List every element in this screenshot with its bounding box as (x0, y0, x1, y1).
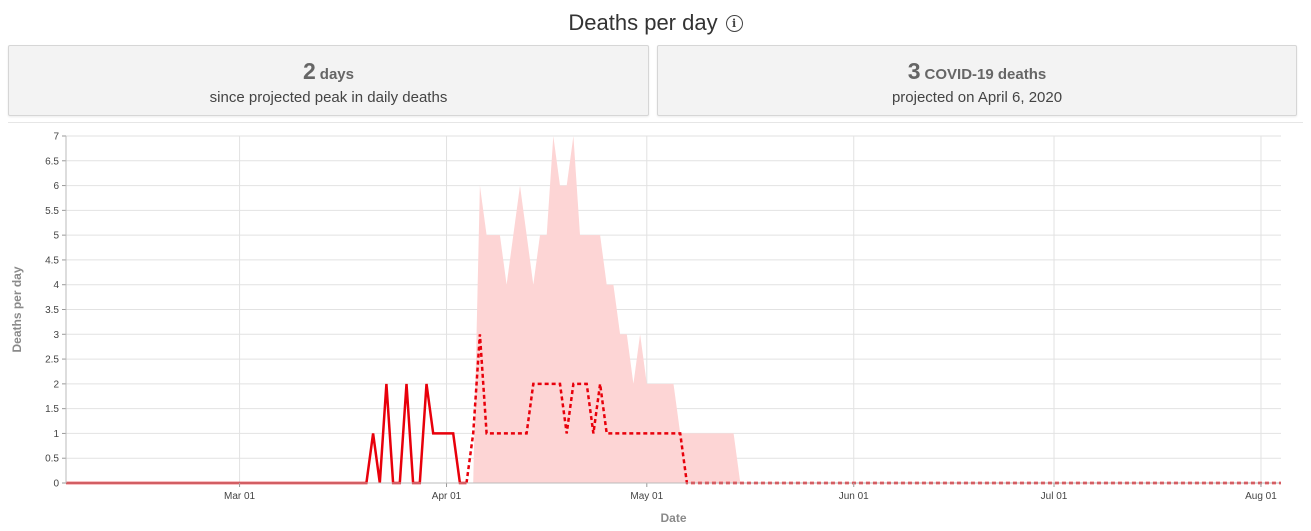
projected-deaths-caption: projected on April 6, 2020 (891, 89, 1063, 106)
projected-deaths-line (465, 334, 1281, 485)
grid (66, 135, 1281, 484)
peak-days-card: 2 days since projected peak in daily deat… (8, 45, 649, 116)
y-tick-label: 6.5 (45, 156, 59, 167)
uncertainty-band-layer (473, 136, 741, 483)
series-layer (66, 334, 1281, 485)
x-tick-label: May 01 (630, 491, 663, 502)
y-tick-label: 1.5 (45, 404, 59, 415)
chart-header: Deaths per day i (0, 6, 1311, 40)
y-tick-label: 4.5 (45, 255, 59, 266)
y-tick-label: 4 (53, 280, 59, 291)
uncertainty-band (473, 136, 741, 483)
x-tick-label: Apr 01 (432, 491, 462, 502)
y-tick-label: 3.5 (45, 305, 59, 316)
peak-days-value: 2 (303, 58, 316, 84)
chart-container: 0 0.5 1 1.5 2 2.5 3 3.5 4 4.5 5 5.5 6 6.5 7 Mar 01 Apr 0… (8, 122, 1303, 531)
y-axis-title: Deaths per day (10, 266, 24, 352)
peak-days-unit: days (319, 66, 354, 83)
y-tick-label: 0.5 (45, 454, 59, 465)
deaths-chart[interactable]: 0 0.5 1 1.5 2 2.5 3 3.5 4 4.5 5 5.5 6 6.5 7 Mar 01 Apr 0… (8, 123, 1303, 531)
x-tick-label: Mar 01 (224, 491, 256, 502)
axes: 0 0.5 1 1.5 2 2.5 3 3.5 4 4.5 5 5.5 6 6.5 7 Mar 01 Apr 0… (45, 132, 1281, 502)
y-tick-label: 1 (53, 429, 59, 440)
y-tick-label: 7 (53, 132, 59, 143)
y-tick-label: 3 (53, 330, 59, 341)
y-tick-label: 5 (53, 231, 59, 242)
y-tick-label: 6 (53, 181, 59, 192)
y-tick-label: 2.5 (45, 355, 59, 366)
projected-deaths-card: 3 COVID-19 deaths projected on April 6, 2… (657, 45, 1297, 116)
y-tick-label: 5.5 (45, 206, 59, 217)
x-tick-label: Jun 01 (839, 491, 869, 502)
peak-days-caption: since projected peak in daily deaths (209, 89, 448, 106)
chart-title: Deaths per day (568, 10, 718, 35)
info-icon[interactable]: i (725, 14, 743, 32)
projected-deaths-value: 3 (907, 58, 921, 84)
x-tick-label: Aug 01 (1245, 491, 1277, 502)
observed-deaths-line (66, 383, 467, 485)
projected-deaths-unit: COVID-19 deaths (924, 66, 1047, 83)
x-axis-title: Date (660, 511, 686, 525)
y-tick-label: 0 (53, 479, 59, 490)
y-tick-label: 2 (53, 379, 59, 390)
x-tick-label: Jul 01 (1041, 491, 1068, 502)
